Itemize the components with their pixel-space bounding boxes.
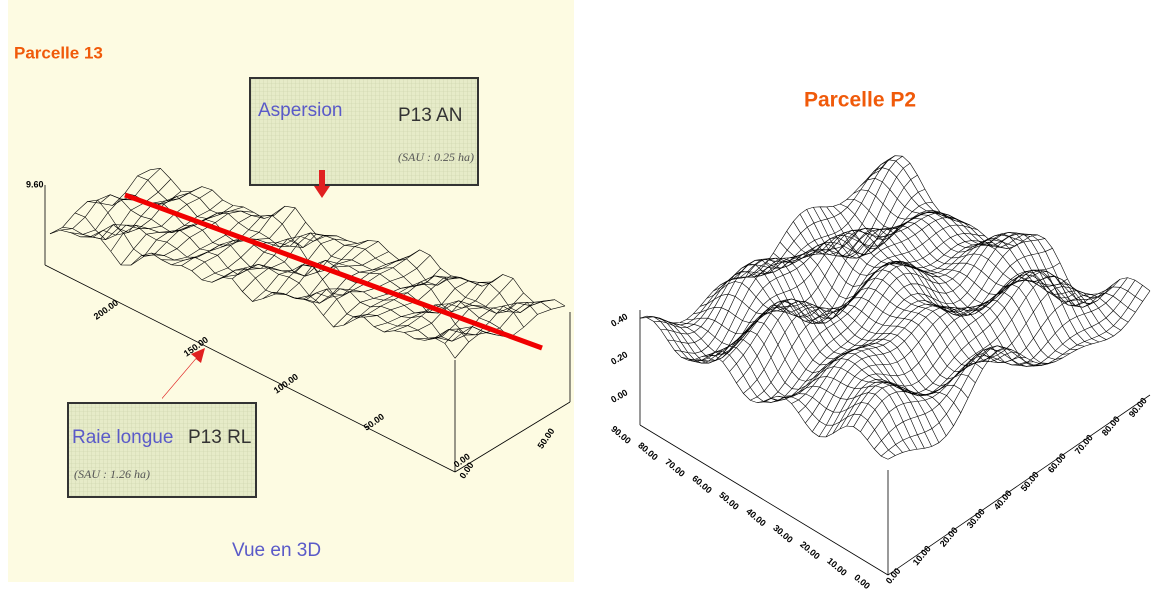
x-tick-label: 70.00 [663, 457, 687, 479]
mesh-line [773, 243, 1034, 366]
left-title: Parcelle 13 [14, 43, 103, 62]
z-tick-label: 0.20 [609, 349, 629, 366]
mesh-line [786, 230, 1049, 367]
y-tick-label: 10.00 [911, 544, 933, 568]
x-tick-label: 0.00 [852, 572, 872, 591]
raie-box [67, 402, 257, 498]
mesh-line [659, 318, 911, 451]
y-tick-label: 60.00 [1046, 451, 1068, 475]
mesh-line [74, 212, 483, 342]
y-tick-label: 90.00 [1127, 396, 1149, 420]
mesh-line [713, 270, 969, 399]
mesh-line [137, 175, 552, 313]
mesh-line [693, 299, 947, 437]
mesh-line [813, 207, 1078, 350]
mesh-line [653, 316, 903, 453]
mesh-line [49, 229, 456, 359]
box-label: Aspersion [258, 100, 343, 121]
x-tick-label: 20.00 [798, 539, 822, 561]
mesh-line [62, 224, 469, 343]
mesh-line [719, 263, 976, 393]
x-tick-label: 30.00 [771, 523, 795, 545]
box-label: Raie longue [72, 427, 173, 448]
box-note: (SAU : 1.26 ha) [74, 467, 150, 481]
x-tick-label: 60.00 [690, 473, 714, 495]
mesh-line [833, 206, 1100, 343]
mesh-line [112, 199, 524, 328]
mesh-line [866, 167, 1136, 313]
aspersion-box [249, 77, 479, 186]
arrow [314, 170, 330, 198]
box-note: (SAU : 0.25 ha) [398, 150, 474, 164]
mesh-line [779, 237, 1041, 367]
x-tick-label: 80.00 [636, 440, 660, 462]
caption: Vue en 3D [232, 540, 321, 561]
y-tick-label: 80.00 [1100, 414, 1122, 438]
y-tick-label: 50.00 [1019, 470, 1041, 494]
x-tick-label: 10.00 [825, 556, 849, 578]
axis-line [454, 401, 571, 473]
axis-line [639, 424, 889, 576]
mesh-line [806, 209, 1070, 355]
box-code: P13 RL [188, 427, 251, 448]
surface-fill [640, 155, 1150, 460]
mesh-line [839, 203, 1107, 340]
mesh-line [859, 177, 1129, 323]
mesh-line [766, 249, 1027, 363]
axis-line [887, 394, 1151, 576]
mesh-line [726, 260, 983, 387]
mesh-line [666, 321, 918, 450]
y-tick-label: 20.00 [938, 525, 960, 549]
z-tick-label: 0.40 [609, 311, 629, 328]
mesh-line [149, 167, 566, 307]
mesh-line [746, 257, 1005, 367]
y-tick-label: 40.00 [992, 488, 1014, 512]
mesh-line [646, 315, 896, 456]
mesh-line [759, 253, 1020, 363]
mesh-line [733, 258, 991, 380]
mesh-line [639, 317, 889, 460]
arrow [162, 348, 205, 399]
x-tick-label: 40.00 [744, 506, 768, 528]
mesh-line [819, 206, 1085, 347]
mesh-line [846, 198, 1114, 337]
z-tick-label: 0.00 [609, 387, 629, 404]
right-title: Parcelle P2 [804, 89, 916, 112]
y-tick-label: 0.00 [884, 566, 903, 586]
mesh-line [699, 293, 954, 427]
z-tick-label: 9.60 [26, 179, 44, 189]
mesh-line [739, 257, 998, 372]
box-code: P13 AN [398, 105, 462, 126]
mesh-line [793, 221, 1056, 364]
axis-line [44, 264, 456, 473]
x-tick-label: 50.00 [717, 490, 741, 512]
mesh-line [753, 257, 1012, 363]
mesh-line [679, 312, 932, 447]
right-surface: 0.400.200.0090.0080.0070.0060.0050.0040.… [609, 155, 1151, 591]
y-tick-label: 30.00 [965, 507, 987, 531]
red-line [124, 192, 543, 351]
mesh-line [124, 192, 538, 315]
mesh-line [87, 199, 497, 336]
mesh-line [853, 189, 1122, 331]
y-tick-label: 70.00 [1073, 433, 1095, 457]
mesh-line [799, 213, 1063, 360]
mesh-line [706, 281, 962, 414]
x-tick-label: 90.00 [609, 424, 633, 446]
